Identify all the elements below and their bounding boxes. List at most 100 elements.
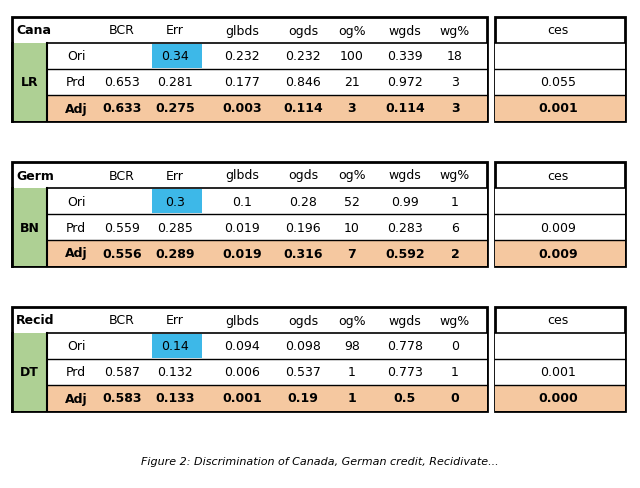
Text: BCR: BCR <box>109 169 135 182</box>
Text: 0.196: 0.196 <box>285 221 321 234</box>
Text: 10: 10 <box>344 221 360 234</box>
Text: 0.3: 0.3 <box>165 195 185 208</box>
Text: 0.006: 0.006 <box>224 366 260 379</box>
Text: Prd: Prd <box>66 76 86 89</box>
Text: 18: 18 <box>447 50 463 63</box>
Text: 0.177: 0.177 <box>224 76 260 89</box>
Bar <box>47 385 487 411</box>
Bar <box>495 359 625 385</box>
Bar <box>12 163 487 266</box>
Text: 0.114: 0.114 <box>283 102 323 115</box>
Text: 0.846: 0.846 <box>285 76 321 89</box>
Text: Err: Err <box>166 169 184 182</box>
Text: 0.99: 0.99 <box>391 195 419 208</box>
Text: 0.133: 0.133 <box>156 392 195 405</box>
Text: 98: 98 <box>344 340 360 353</box>
Text: Germ: Germ <box>16 169 54 182</box>
Text: 0.001: 0.001 <box>540 366 576 379</box>
Text: BCR: BCR <box>109 314 135 327</box>
Text: Recid: Recid <box>16 314 54 327</box>
Text: Adj: Adj <box>65 247 87 260</box>
Text: 7: 7 <box>348 247 356 260</box>
Text: 0.587: 0.587 <box>104 366 140 379</box>
Text: Adj: Adj <box>65 392 87 405</box>
Text: glbds: glbds <box>225 314 259 327</box>
Text: 0.14: 0.14 <box>161 340 189 353</box>
Text: 0.778: 0.778 <box>387 340 423 353</box>
Text: 3: 3 <box>348 102 356 115</box>
Bar <box>47 189 487 215</box>
Text: 0.132: 0.132 <box>157 366 193 379</box>
Text: 1: 1 <box>451 366 459 379</box>
Bar <box>495 163 625 266</box>
Text: 0.003: 0.003 <box>222 102 262 115</box>
Text: 0.098: 0.098 <box>285 340 321 353</box>
Text: 52: 52 <box>344 195 360 208</box>
Text: Prd: Prd <box>66 221 86 234</box>
Text: 0.316: 0.316 <box>284 247 323 260</box>
Text: 0.009: 0.009 <box>538 247 578 260</box>
Text: 0.009: 0.009 <box>540 221 576 234</box>
Text: 0.094: 0.094 <box>224 340 260 353</box>
Text: 0.281: 0.281 <box>157 76 193 89</box>
Text: wg%: wg% <box>440 24 470 38</box>
Text: ces: ces <box>547 24 568 38</box>
Text: og%: og% <box>338 169 366 182</box>
Text: 0.19: 0.19 <box>287 392 319 405</box>
Text: Ori: Ori <box>67 50 85 63</box>
Text: 1: 1 <box>348 392 356 405</box>
Bar <box>12 333 47 411</box>
Bar <box>495 385 625 411</box>
Text: BN: BN <box>20 221 40 234</box>
Text: 0.232: 0.232 <box>285 50 321 63</box>
Bar <box>495 333 625 359</box>
Text: 0: 0 <box>451 340 459 353</box>
Bar <box>152 190 202 214</box>
Text: 0.055: 0.055 <box>540 76 576 89</box>
Text: ogds: ogds <box>288 169 318 182</box>
Text: 0.019: 0.019 <box>224 221 260 234</box>
Text: wg%: wg% <box>440 169 470 182</box>
Text: ces: ces <box>547 314 568 327</box>
Text: DT: DT <box>20 366 39 379</box>
Text: 0.653: 0.653 <box>104 76 140 89</box>
Text: glbds: glbds <box>225 169 259 182</box>
Bar <box>495 70 625 96</box>
Text: 2: 2 <box>451 247 460 260</box>
Text: 0.559: 0.559 <box>104 221 140 234</box>
Text: 0.289: 0.289 <box>156 247 195 260</box>
Bar <box>12 307 487 411</box>
Text: BCR: BCR <box>109 24 135 38</box>
Text: 1: 1 <box>348 366 356 379</box>
Text: ces: ces <box>547 169 568 182</box>
Bar <box>495 96 625 122</box>
Text: og%: og% <box>338 24 366 38</box>
Bar <box>152 334 202 358</box>
Bar <box>47 70 487 96</box>
Bar <box>47 333 487 359</box>
Text: LR: LR <box>20 76 38 89</box>
Bar <box>495 44 625 70</box>
Text: wg%: wg% <box>440 314 470 327</box>
Text: 0.339: 0.339 <box>387 50 423 63</box>
Text: 3: 3 <box>451 102 460 115</box>
Text: 1: 1 <box>451 195 459 208</box>
Bar <box>495 215 625 241</box>
Text: 0.001: 0.001 <box>222 392 262 405</box>
Bar <box>47 44 487 70</box>
Text: Figure 2: Discrimination of Canada, German credit, Recidivate...: Figure 2: Discrimination of Canada, Germ… <box>141 456 499 466</box>
Text: 3: 3 <box>451 76 459 89</box>
Bar <box>152 45 202 69</box>
Text: ogds: ogds <box>288 24 318 38</box>
Text: ogds: ogds <box>288 314 318 327</box>
Text: 0.285: 0.285 <box>157 221 193 234</box>
Text: Adj: Adj <box>65 102 87 115</box>
Bar <box>495 241 625 266</box>
Text: 0.34: 0.34 <box>161 50 189 63</box>
Text: wgds: wgds <box>388 314 421 327</box>
Text: wgds: wgds <box>388 24 421 38</box>
Bar <box>495 18 625 122</box>
Text: 0.633: 0.633 <box>102 102 141 115</box>
Bar <box>495 307 625 411</box>
Text: Ori: Ori <box>67 195 85 208</box>
